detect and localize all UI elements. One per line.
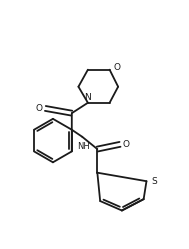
Text: O: O bbox=[123, 140, 130, 149]
Text: O: O bbox=[36, 104, 43, 113]
Text: N: N bbox=[84, 93, 91, 102]
Text: O: O bbox=[113, 63, 120, 72]
Text: S: S bbox=[151, 177, 157, 186]
Text: NH: NH bbox=[77, 141, 90, 150]
